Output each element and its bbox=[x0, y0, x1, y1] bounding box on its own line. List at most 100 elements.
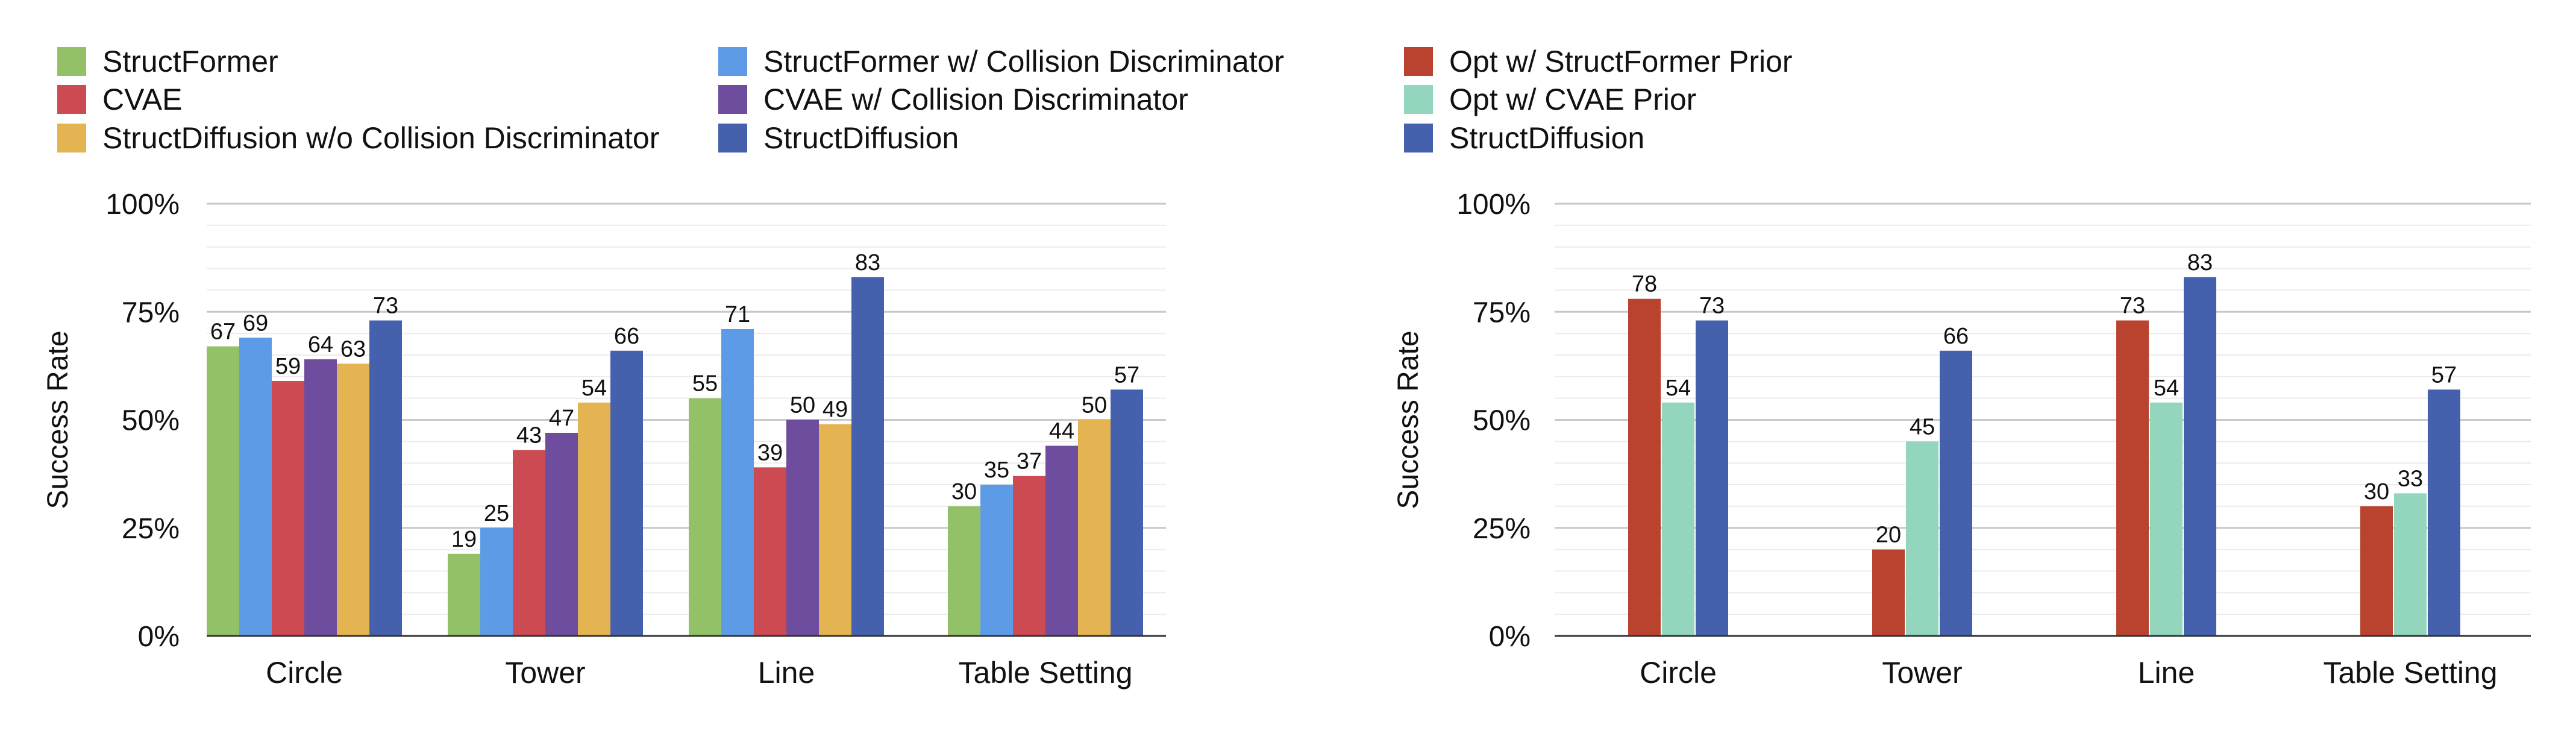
bar-value-label: 55 bbox=[692, 371, 718, 397]
bar bbox=[207, 346, 239, 636]
y-tick-label: 50% bbox=[1473, 405, 1531, 437]
legend-swatch bbox=[718, 124, 747, 153]
y-tick-label: 100% bbox=[1456, 189, 1531, 221]
y-tick-label: 100% bbox=[105, 189, 180, 221]
x-category-label: Circle bbox=[1640, 656, 1717, 690]
bar-value-label: 20 bbox=[1876, 523, 1901, 548]
bar bbox=[272, 380, 304, 636]
bar bbox=[448, 553, 480, 636]
bar bbox=[480, 527, 513, 636]
legend-item: StructDiffusion w/o Collision Discrimina… bbox=[57, 121, 659, 155]
bar bbox=[2428, 389, 2460, 636]
legend-item: Opt w/ CVAE Prior bbox=[1404, 83, 1696, 116]
bar bbox=[1628, 298, 1661, 636]
y-tick-label: 50% bbox=[122, 405, 180, 437]
bar-value-label: 30 bbox=[951, 479, 977, 505]
bar-value-label: 43 bbox=[516, 423, 542, 448]
bar bbox=[851, 277, 884, 636]
legend-item: StructDiffusion bbox=[1404, 121, 1644, 155]
bar bbox=[689, 398, 721, 636]
y-axis-title: Success Rate bbox=[42, 330, 74, 509]
y-axis-title: Success Rate bbox=[1393, 330, 1424, 509]
y-tick-label: 75% bbox=[122, 297, 180, 329]
y-tick-label: 75% bbox=[1473, 297, 1531, 329]
y-tick-label: 25% bbox=[122, 513, 180, 545]
bar bbox=[1872, 549, 1905, 636]
bar-value-label: 69 bbox=[243, 310, 268, 336]
bar-value-label: 39 bbox=[757, 440, 783, 465]
bar-value-label: 66 bbox=[1943, 324, 1969, 349]
bar-value-label: 54 bbox=[1666, 376, 1691, 401]
bar-value-label: 83 bbox=[2187, 250, 2213, 275]
bar bbox=[239, 338, 272, 636]
legend-label: Opt w/ StructFormer Prior bbox=[1449, 45, 1793, 78]
bar bbox=[754, 467, 786, 636]
bar bbox=[337, 363, 369, 636]
x-category-label: Line bbox=[758, 656, 815, 690]
bar bbox=[2150, 402, 2183, 636]
legend-label: StructFormer bbox=[102, 45, 278, 78]
bar-value-label: 25 bbox=[484, 501, 509, 526]
bar bbox=[2360, 506, 2393, 636]
bar bbox=[369, 320, 402, 636]
bar bbox=[1013, 476, 1045, 636]
legend-swatch bbox=[718, 85, 747, 114]
bar-value-label: 50 bbox=[790, 393, 815, 418]
bar-value-label: 33 bbox=[2398, 466, 2423, 491]
bar bbox=[948, 506, 980, 636]
legend-item: StructFormer bbox=[57, 45, 278, 78]
bar-value-label: 67 bbox=[210, 319, 236, 345]
bar-value-label: 57 bbox=[1114, 362, 1139, 388]
bar bbox=[819, 424, 851, 636]
bar-value-label: 63 bbox=[340, 336, 366, 362]
bar bbox=[786, 420, 819, 636]
bar bbox=[304, 359, 337, 636]
bar-value-label: 19 bbox=[451, 527, 477, 552]
bar-value-label: 54 bbox=[2154, 376, 2179, 401]
y-tick-label: 0% bbox=[1489, 621, 1531, 653]
bar-value-label: 57 bbox=[2431, 362, 2457, 388]
legend-swatch bbox=[718, 47, 747, 76]
legend-item: CVAE bbox=[57, 83, 182, 116]
y-tick-label: 25% bbox=[1473, 513, 1531, 545]
bar-value-label: 37 bbox=[1017, 449, 1042, 474]
bar bbox=[2394, 493, 2427, 636]
legend-swatch bbox=[1404, 47, 1433, 76]
x-category-label: Line bbox=[2138, 656, 2195, 690]
bar-value-label: 47 bbox=[549, 406, 574, 431]
bar-value-label: 66 bbox=[614, 324, 639, 349]
legend-label: CVAE bbox=[102, 83, 182, 116]
bar-value-label: 73 bbox=[373, 294, 398, 319]
bar-value-label: 59 bbox=[275, 354, 301, 379]
legend-label: StructDiffusion bbox=[763, 121, 959, 155]
legend-label: CVAE w/ Collision Discriminator bbox=[763, 83, 1188, 116]
bar bbox=[1906, 441, 1938, 636]
bar bbox=[1696, 320, 1728, 636]
legend-swatch bbox=[1404, 85, 1433, 114]
chart-right: 0% 25% 50% 75% 100% Success Rate 78 54 73 Circle 2… bbox=[1393, 189, 2531, 690]
bar-value-label: 64 bbox=[308, 332, 333, 357]
x-category-label: Table Setting bbox=[2323, 656, 2497, 690]
bar-value-label: 49 bbox=[823, 397, 848, 423]
y-tick-label: 0% bbox=[138, 621, 180, 653]
legend-label: StructDiffusion bbox=[1449, 121, 1644, 155]
x-category-label: Table Setting bbox=[958, 656, 1132, 690]
legend-swatch bbox=[1404, 124, 1433, 153]
legend-swatch bbox=[57, 124, 86, 153]
legend-label: StructFormer w/ Collision Discriminator bbox=[763, 45, 1284, 78]
bar-value-label: 35 bbox=[984, 458, 1009, 483]
bar bbox=[2116, 320, 2149, 636]
legend: StructFormer CVAE StructDiffusion w/o Coll… bbox=[57, 45, 1793, 155]
bar bbox=[513, 450, 545, 636]
chart-left: 0% 25% 50% 75% 100% Success Rate 67 69 59 64 63 73 C… bbox=[42, 189, 1166, 690]
bar bbox=[610, 350, 643, 636]
bar-value-label: 54 bbox=[581, 376, 607, 401]
bar-value-label: 73 bbox=[2120, 294, 2145, 319]
bar-value-label: 45 bbox=[1910, 414, 1935, 439]
bar bbox=[1662, 402, 1694, 636]
bar-value-label: 50 bbox=[1082, 393, 1107, 418]
bar bbox=[1940, 350, 1972, 636]
x-category-label: Tower bbox=[1882, 656, 1962, 690]
bar-value-label: 44 bbox=[1049, 419, 1074, 444]
